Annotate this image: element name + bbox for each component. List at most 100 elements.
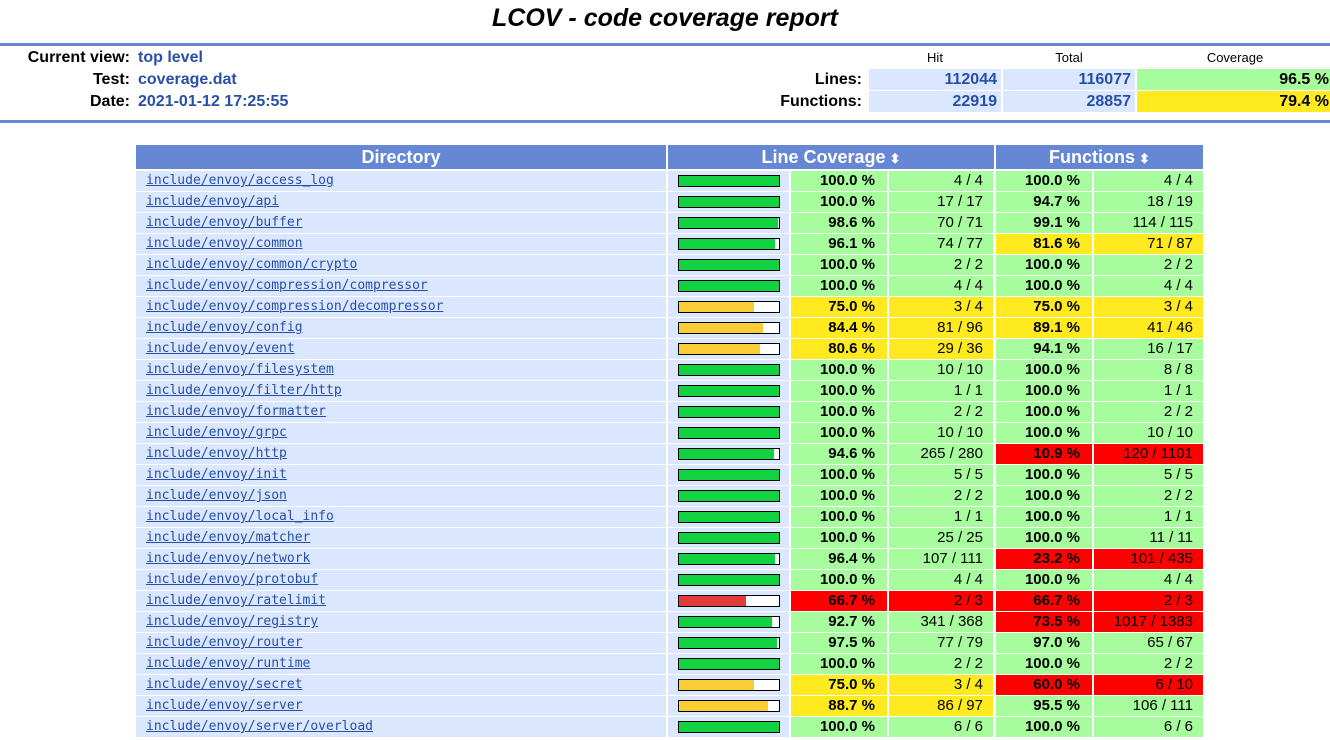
line-coverage-count: 341 / 368	[889, 612, 993, 632]
directory-link[interactable]: include/envoy/ratelimit	[146, 593, 327, 608]
function-coverage-percent: 81.6 %	[996, 234, 1092, 254]
directory-cell: include/envoy/config	[136, 318, 666, 338]
table-row: include/envoy/grpc 100.0 % 10 / 10 100.0 % 1…	[136, 423, 1203, 443]
directory-link[interactable]: include/envoy/common/crypto	[146, 257, 358, 272]
table-row: include/envoy/runtime 100.0 % 2 / 2 100.0 %…	[136, 654, 1203, 674]
directory-link[interactable]: include/envoy/filesystem	[146, 362, 334, 377]
table-row: include/envoy/formatter 100.0 % 2 / 2 100.0…	[136, 402, 1203, 422]
directory-link[interactable]: include/envoy/server/overload	[146, 719, 373, 734]
directory-link[interactable]: include/envoy/init	[146, 467, 287, 482]
table-row: include/envoy/filter/http 100.0 % 1 / 1 100…	[136, 381, 1203, 401]
directory-cell: include/envoy/network	[136, 549, 666, 569]
directory-link[interactable]: include/envoy/compression/decompressor	[146, 299, 444, 314]
date-value: 2021-01-12 17:25:55	[138, 93, 289, 110]
directory-link[interactable]: include/envoy/compression/compressor	[146, 278, 428, 293]
line-coverage-column-header[interactable]: Line Coverage ⬍	[668, 145, 994, 169]
directory-cell: include/envoy/init	[136, 465, 666, 485]
function-coverage-percent: 100.0 %	[996, 255, 1092, 275]
line-coverage-percent: 100.0 %	[791, 381, 887, 401]
table-row: include/envoy/registry 92.7 % 341 / 368 73.…	[136, 612, 1203, 632]
coverage-bar	[678, 574, 780, 586]
directory-link[interactable]: include/envoy/api	[146, 194, 280, 209]
function-coverage-percent: 73.5 %	[996, 612, 1092, 632]
coverage-bar	[678, 259, 780, 271]
coverage-bar-cell	[668, 507, 789, 527]
directory-link[interactable]: include/envoy/formatter	[146, 404, 327, 419]
directory-link[interactable]: include/envoy/local_info	[146, 509, 334, 524]
line-coverage-percent: 75.0 %	[791, 297, 887, 317]
directory-link[interactable]: include/envoy/access_log	[146, 173, 334, 188]
coverage-bar-cell	[668, 444, 789, 464]
directory-link[interactable]: include/envoy/http	[146, 446, 287, 461]
sort-icon[interactable]: ⬍	[1139, 151, 1150, 166]
line-coverage-count: 107 / 111	[889, 549, 993, 569]
coverage-bar-fill	[679, 218, 778, 228]
line-coverage-count: 17 / 17	[889, 192, 993, 212]
coverage-bar-fill	[679, 470, 779, 480]
directory-link[interactable]: include/envoy/config	[146, 320, 303, 335]
coverage-bar-cell	[668, 465, 789, 485]
coverage-bar-cell	[668, 213, 789, 233]
directory-link[interactable]: include/envoy/matcher	[146, 530, 311, 545]
coverage-bar	[678, 196, 780, 208]
line-coverage-percent: 88.7 %	[791, 696, 887, 716]
coverage-bar-fill	[679, 554, 775, 564]
directory-link[interactable]: include/envoy/buffer	[146, 215, 303, 230]
coverage-bar-fill	[679, 260, 779, 270]
directory-link[interactable]: include/envoy/grpc	[146, 425, 287, 440]
date-row: Date: 2021-01-12 17:25:55	[0, 92, 300, 114]
coverage-bar-cell	[668, 402, 789, 422]
line-coverage-count: 70 / 71	[889, 213, 993, 233]
directory-link[interactable]: include/envoy/network	[146, 551, 311, 566]
sort-icon[interactable]: ⬍	[889, 151, 901, 166]
coverage-bar	[678, 175, 780, 187]
coverage-bar-fill	[679, 281, 779, 291]
coverage-bar-fill	[679, 659, 779, 669]
table-row: include/envoy/compression/decompressor 75…	[136, 297, 1203, 317]
table-row: include/envoy/router 97.5 % 77 / 79 97.0 % 6…	[136, 633, 1203, 653]
directory-link[interactable]: include/envoy/json	[146, 488, 287, 503]
coverage-bar-cell	[668, 255, 789, 275]
function-coverage-count: 4 / 4	[1094, 171, 1203, 191]
directory-link[interactable]: include/envoy/common	[146, 236, 303, 251]
directory-cell: include/envoy/common	[136, 234, 666, 254]
line-coverage-percent: 92.7 %	[791, 612, 887, 632]
coverage-bar	[678, 637, 780, 649]
directory-cell: include/envoy/registry	[136, 612, 666, 632]
function-coverage-count: 2 / 2	[1094, 402, 1203, 422]
coverage-bar-cell	[668, 192, 789, 212]
coverage-bar-cell	[668, 360, 789, 380]
directory-cell: include/envoy/grpc	[136, 423, 666, 443]
line-coverage-count: 3 / 4	[889, 297, 993, 317]
coverage-bar	[678, 385, 780, 397]
function-coverage-percent: 100.0 %	[996, 570, 1092, 590]
coverage-bar-cell	[668, 171, 789, 191]
line-coverage-count: 2 / 2	[889, 486, 993, 506]
directory-link[interactable]: include/envoy/router	[146, 635, 303, 650]
directory-link[interactable]: include/envoy/filter/http	[146, 383, 342, 398]
line-coverage-count: 74 / 77	[889, 234, 993, 254]
directory-link[interactable]: include/envoy/event	[146, 341, 295, 356]
function-coverage-count: 4 / 4	[1094, 276, 1203, 296]
directory-link[interactable]: include/envoy/runtime	[146, 656, 311, 671]
directory-cell: include/envoy/event	[136, 339, 666, 359]
function-coverage-count: 18 / 19	[1094, 192, 1203, 212]
function-coverage-count: 2 / 3	[1094, 591, 1203, 611]
function-coverage-percent: 75.0 %	[996, 297, 1092, 317]
line-coverage-percent: 100.0 %	[791, 402, 887, 422]
line-coverage-count: 10 / 10	[889, 423, 993, 443]
table-row: include/envoy/local_info 100.0 % 1 / 1 100.…	[136, 507, 1203, 527]
directory-link[interactable]: include/envoy/server	[146, 698, 303, 713]
line-coverage-percent: 100.0 %	[791, 507, 887, 527]
coverage-bar	[678, 301, 780, 313]
function-coverage-percent: 66.7 %	[996, 591, 1092, 611]
function-coverage-percent: 100.0 %	[996, 507, 1092, 527]
functions-column-header[interactable]: Functions ⬍	[996, 145, 1203, 169]
directory-link[interactable]: include/envoy/registry	[146, 614, 319, 629]
directory-link[interactable]: include/envoy/protobuf	[146, 572, 319, 587]
coverage-bar	[678, 553, 780, 565]
function-coverage-count: 11 / 11	[1094, 528, 1203, 548]
function-coverage-count: 1017 / 1383	[1094, 612, 1203, 632]
coverage-bar	[678, 448, 780, 460]
directory-link[interactable]: include/envoy/secret	[146, 677, 303, 692]
